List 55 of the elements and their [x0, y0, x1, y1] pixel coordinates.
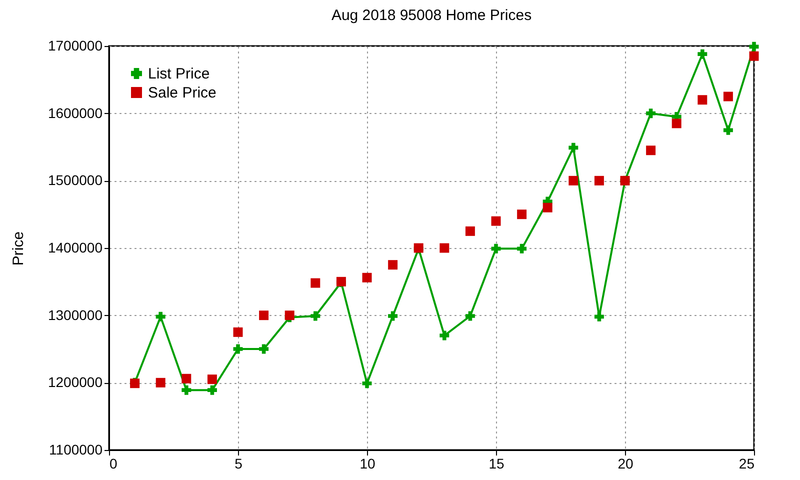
point	[542, 202, 552, 212]
point	[491, 216, 501, 226]
chart-title: Aug 2018 95008 Home Prices	[331, 7, 532, 24]
point	[698, 49, 708, 59]
x-tick-label: 25	[738, 456, 755, 472]
point	[440, 330, 450, 340]
point	[310, 311, 320, 321]
point	[388, 311, 398, 321]
y-tick-label: 1400000	[48, 240, 103, 256]
point	[182, 374, 192, 384]
point	[182, 385, 192, 395]
point	[749, 42, 759, 52]
x-tick-label: 0	[110, 456, 118, 472]
point	[646, 108, 656, 118]
point	[517, 210, 527, 220]
y-tick-label: 1700000	[48, 38, 103, 54]
x-tick-label: 5	[234, 456, 243, 472]
point	[156, 312, 166, 322]
legend-label: Sale Price	[148, 84, 216, 102]
point	[698, 95, 708, 105]
point	[594, 312, 604, 322]
point	[568, 176, 578, 186]
point	[310, 278, 320, 288]
point	[723, 92, 733, 102]
point	[259, 344, 269, 354]
y-tick-label: 1300000	[48, 306, 103, 323]
point	[362, 378, 372, 388]
y-tick-label: 1200000	[48, 374, 103, 390]
point	[233, 344, 243, 354]
y-tick-label: 1100000	[49, 442, 103, 458]
point	[672, 118, 682, 128]
point	[568, 142, 578, 152]
point	[207, 385, 217, 395]
y-axis-title: Price	[10, 231, 27, 266]
point	[233, 327, 243, 337]
y-tick-label: 1500000	[48, 172, 103, 188]
point	[517, 244, 527, 254]
x-tick-label: 20	[618, 456, 634, 472]
point	[465, 226, 475, 236]
point	[646, 146, 656, 156]
legend-label: List Price	[148, 66, 210, 82]
point	[440, 243, 450, 253]
point	[465, 311, 475, 321]
y-tick-label: 1600000	[48, 104, 103, 121]
point	[362, 272, 372, 282]
x-tick-label: 10	[360, 456, 376, 472]
point	[749, 51, 759, 61]
point	[207, 374, 217, 384]
x-tick-label: 15	[488, 456, 504, 472]
point	[388, 260, 398, 270]
point	[259, 310, 269, 320]
point	[491, 244, 501, 254]
point	[594, 176, 604, 186]
point	[156, 378, 166, 388]
point	[723, 125, 733, 135]
